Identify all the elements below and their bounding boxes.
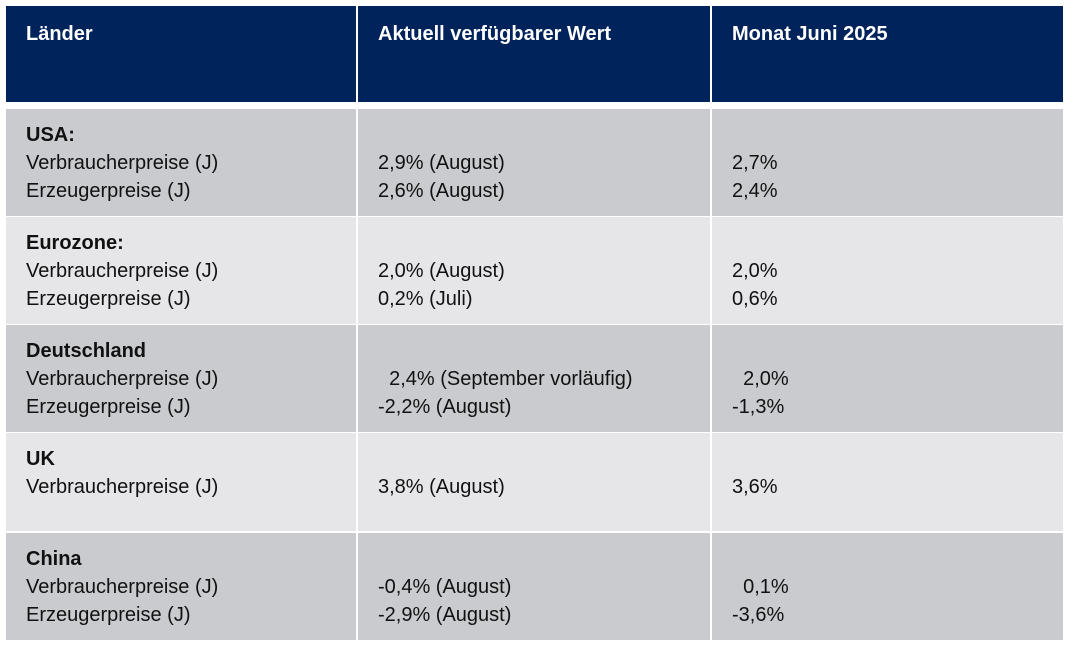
country-cell: Deutschland Verbraucherpreise (J) Erzeuger… <box>6 325 356 432</box>
indicator-label: Verbraucherpreise (J) <box>26 576 219 598</box>
indicator-label: Erzeugerpreise (J) <box>26 604 191 626</box>
country-name: Eurozone: <box>26 232 124 254</box>
spacer <box>378 337 710 365</box>
current-value-cell: 2,0% (August) 0,2% (Juli) <box>358 217 710 324</box>
country-name: USA: <box>26 124 75 146</box>
current-value-cell: 2,9% (August) 2,6% (August) <box>358 109 710 216</box>
current-value: -2,9% (August) <box>378 604 512 626</box>
june-value: 3,6% <box>732 476 778 498</box>
june-value-cell: 2,7% 2,4% <box>712 109 1063 216</box>
indicator-label: Erzeugerpreise (J) <box>26 180 191 202</box>
june-value: -1,3% <box>732 396 785 418</box>
current-value: 3,8% (August) <box>378 476 505 498</box>
june-value-cell: 0,1% -3,6% <box>712 533 1063 640</box>
spacer <box>732 337 1063 365</box>
country-cell: China Verbraucherpreise (J) Erzeugerpreise… <box>6 533 356 640</box>
indicator-label: Erzeugerpreise (J) <box>26 396 191 418</box>
june-value: 2,4% <box>732 180 778 202</box>
june-value: -3,6% <box>732 604 785 626</box>
current-value-cell: 2,4% (September vorläufig) -2,2% (August) <box>358 325 710 432</box>
june-value-cell: 3,6% <box>712 433 1063 531</box>
june-value: 0,1% <box>732 576 789 598</box>
current-value: 2,6% (August) <box>378 180 505 202</box>
spacer <box>378 229 710 257</box>
spacer <box>732 121 1063 149</box>
current-value: 2,4% (September vorläufig) <box>378 368 633 390</box>
june-value-cell: 2,0% -1,3% <box>712 325 1063 432</box>
june-value: 2,7% <box>732 152 778 174</box>
spacer <box>732 545 1063 573</box>
current-value: 0,2% (Juli) <box>378 288 473 310</box>
spacer <box>732 229 1063 257</box>
current-value: 2,9% (August) <box>378 152 505 174</box>
indicator-label: Erzeugerpreise (J) <box>26 288 191 310</box>
june-value: 2,0% <box>732 260 778 282</box>
current-value: 2,0% (August) <box>378 260 505 282</box>
spacer <box>378 121 710 149</box>
current-value: -0,4% (August) <box>378 576 512 598</box>
indicator-label: Verbraucherpreise (J) <box>26 368 219 390</box>
country-cell: UK Verbraucherpreise (J) <box>6 433 356 531</box>
indicator-label: Verbraucherpreise (J) <box>26 152 219 174</box>
country-cell: Eurozone: Verbraucherpreise (J) Erzeugerpr… <box>6 217 356 324</box>
spacer <box>378 545 710 573</box>
header-laender: Länder <box>6 6 356 102</box>
june-value-cell: 2,0% 0,6% <box>712 217 1063 324</box>
country-cell: USA: Verbraucherpreise (J) Erzeugerpreise … <box>6 109 356 216</box>
spacer <box>378 445 710 473</box>
june-value: 0,6% <box>732 288 778 310</box>
indicator-label: Verbraucherpreise (J) <box>26 476 219 498</box>
current-value-cell: -0,4% (August) -2,9% (August) <box>358 533 710 640</box>
current-value-cell: 3,8% (August) <box>358 433 710 531</box>
country-name: UK <box>26 448 55 470</box>
indicator-label: Verbraucherpreise (J) <box>26 260 219 282</box>
spacer <box>732 445 1063 473</box>
header-aktuell: Aktuell verfügbarer Wert <box>358 6 710 102</box>
country-name: Deutschland <box>26 340 147 362</box>
country-name: China <box>26 548 82 570</box>
header-juni: Monat Juni 2025 <box>712 6 1063 102</box>
june-value: 2,0% <box>732 368 789 390</box>
current-value: -2,2% (August) <box>378 396 512 418</box>
